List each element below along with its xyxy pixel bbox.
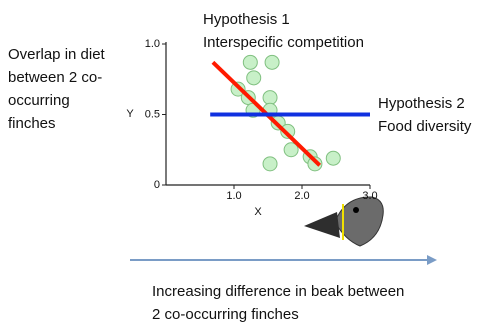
- description-line: Overlap in diet: [8, 46, 106, 63]
- data-point: [280, 123, 296, 139]
- finch-eye: [353, 207, 359, 213]
- x-tick-label: 1.0: [226, 190, 241, 202]
- finch-head-shape: [334, 196, 384, 247]
- data-point: [283, 142, 299, 158]
- arrow-caption-line: 2 co-occurring finches: [152, 306, 299, 323]
- data-point: [307, 156, 323, 172]
- trend-arrow-head: [427, 255, 437, 265]
- data-point: [242, 54, 258, 70]
- arrow-caption-line: Increasing difference in beak between: [152, 283, 404, 300]
- y-axis-label: Y: [126, 108, 134, 120]
- finch-beak: [304, 212, 340, 238]
- data-point: [262, 156, 278, 172]
- hypothesis-label: Interspecific competition: [203, 34, 364, 51]
- y-tick-label: 0: [154, 179, 160, 191]
- hypothesis-label: Hypothesis 2: [378, 95, 465, 112]
- data-point: [262, 90, 278, 106]
- description-line: finches: [8, 115, 56, 132]
- x-tick-label: 2.0: [294, 190, 309, 202]
- x-axis-label: X: [254, 206, 262, 218]
- finch-head: [304, 196, 384, 247]
- description-line: occurring: [8, 92, 70, 109]
- hypothesis-label: Food diversity: [378, 118, 472, 135]
- y-tick-label: 1.0: [145, 38, 160, 50]
- data-point: [264, 54, 280, 70]
- data-point: [325, 150, 341, 166]
- data-point: [246, 70, 262, 86]
- y-tick-label: 0.5: [145, 108, 160, 120]
- description-line: between 2 co-: [8, 69, 102, 86]
- x-tick-label: 3.0: [362, 190, 377, 202]
- hypothesis-label: Hypothesis 1: [203, 11, 290, 28]
